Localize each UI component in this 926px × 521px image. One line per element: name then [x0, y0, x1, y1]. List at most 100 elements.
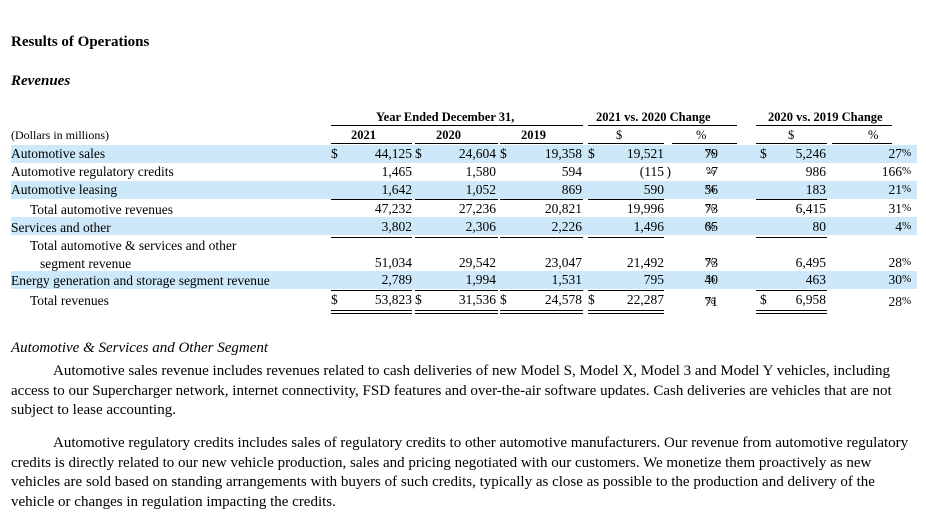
cell-change-pct: 30 [888, 272, 903, 287]
percent-sign: % [902, 220, 912, 232]
percent-sign: % [902, 183, 912, 195]
header-rule [672, 143, 737, 144]
group-header-change-2020: 2020 vs. 2019 Change [768, 110, 883, 124]
close-paren: ) [666, 164, 672, 179]
cell-change-pct: 28 [888, 294, 903, 309]
cell-change-dollar: 5,246 [795, 146, 826, 161]
row-label-continued: segment revenue [40, 256, 132, 271]
subtotal-rule [588, 237, 664, 238]
cell-2020: 29,542 [458, 255, 496, 270]
dollar-sign: $ [415, 292, 422, 307]
col-header-change-dollar: $ [616, 128, 623, 142]
row-label: Energy generation and storage segment re… [11, 273, 270, 288]
cell-2021: 53,823 [374, 292, 412, 307]
cell-change-dollar: 19,521 [626, 146, 664, 161]
dollar-sign: $ [331, 146, 338, 161]
cell-2021: 51,034 [374, 255, 412, 270]
dollar-sign: $ [760, 146, 767, 161]
grand-total-rule [500, 310, 583, 314]
cell-change-pct: 166 [881, 164, 902, 179]
cell-2020: 2,306 [465, 219, 496, 234]
row-highlight [11, 217, 917, 235]
section-subheading: Revenues [11, 73, 71, 89]
cell-2019: 23,047 [544, 255, 582, 270]
cell-change-dollar: 6,958 [795, 292, 826, 307]
percent-sign: % [902, 165, 912, 177]
header-rule [756, 143, 827, 144]
row-label: Automotive regulatory credits [11, 164, 174, 179]
subtotal-rule [415, 199, 498, 200]
dollar-sign: $ [415, 146, 422, 161]
total-rule [588, 290, 664, 291]
cell-2019: 2,226 [551, 219, 582, 234]
percent-sign: % [706, 147, 716, 159]
dollar-sign: $ [588, 292, 595, 307]
cell-change-dollar: 19,996 [626, 201, 664, 216]
col-header-change-pct: % [696, 128, 707, 142]
cell-change-pct: 73 [704, 201, 719, 216]
subtotal-rule [500, 237, 583, 238]
percent-sign: % [706, 295, 716, 307]
cell-change-pct: 65 [704, 219, 719, 234]
header-rule [331, 125, 583, 126]
total-rule [415, 290, 498, 291]
header-rule [500, 143, 583, 144]
percent-sign: % [902, 295, 912, 307]
header-rule [331, 143, 412, 144]
subtotal-rule [756, 199, 827, 200]
cell-2020: 24,604 [458, 146, 496, 161]
total-rule [331, 290, 412, 291]
row-highlight [11, 271, 917, 289]
row-label: Total revenues [30, 293, 109, 308]
cell-change-dollar: 183 [805, 182, 826, 197]
cell-change-pct: 56 [704, 182, 719, 197]
cell-2019: 1,531 [551, 272, 582, 287]
cell-change-dollar: 463 [805, 272, 826, 287]
cell-2019: 594 [561, 164, 582, 179]
dollar-sign: $ [331, 292, 338, 307]
percent-sign: % [902, 202, 912, 214]
row-label: Automotive leasing [11, 182, 118, 197]
header-rule [756, 125, 892, 126]
cell-change-pct: 28 [888, 255, 903, 270]
header-rule [832, 143, 892, 144]
subtotal-rule [415, 237, 498, 238]
row-label: Total automotive & services and other [30, 238, 237, 253]
col-header-2020: 2020 [436, 128, 461, 142]
row-label: Services and other [11, 220, 111, 235]
cell-2021: 2,789 [381, 272, 412, 287]
cell-change-pct: 73 [704, 255, 719, 270]
cell-change-dollar: 6,495 [795, 255, 826, 270]
cell-change-dollar: 795 [643, 272, 664, 287]
row-label: Automotive sales [11, 146, 106, 161]
cell-change-dollar: 80 [812, 219, 827, 234]
percent-sign: % [902, 147, 912, 159]
cell-2021: 47,232 [374, 201, 412, 216]
grand-total-rule [415, 310, 498, 314]
cell-2019: 869 [561, 182, 582, 197]
cell-change-dollar: 22,287 [626, 292, 664, 307]
subtotal-rule [500, 199, 583, 200]
cell-change-dollar: 1,496 [633, 219, 664, 234]
header-rule [588, 143, 664, 144]
col-header-change-pct: % [868, 128, 879, 142]
subtotal-rule [331, 199, 412, 200]
cell-change-pct: 31 [888, 201, 903, 216]
row-highlight [11, 181, 917, 199]
section-heading: Results of Operations [11, 34, 150, 50]
percent-sign: % [706, 202, 716, 214]
percent-sign: % [706, 220, 716, 232]
subtotal-rule [588, 199, 664, 200]
cell-2020: 31,536 [458, 292, 496, 307]
dollar-sign: $ [500, 292, 507, 307]
cell-change-pct: 40 [704, 272, 719, 287]
total-rule [756, 290, 827, 291]
percent-sign: % [902, 273, 912, 285]
cell-change-pct: 4 [895, 219, 902, 234]
cell-2020: 1,052 [465, 182, 496, 197]
group-header-change-2021: 2021 vs. 2020 Change [596, 110, 711, 124]
percent-sign: % [706, 256, 716, 268]
percent-sign: % [706, 273, 716, 285]
cell-2019: 20,821 [544, 201, 582, 216]
cell-2021: 1,642 [381, 182, 412, 197]
